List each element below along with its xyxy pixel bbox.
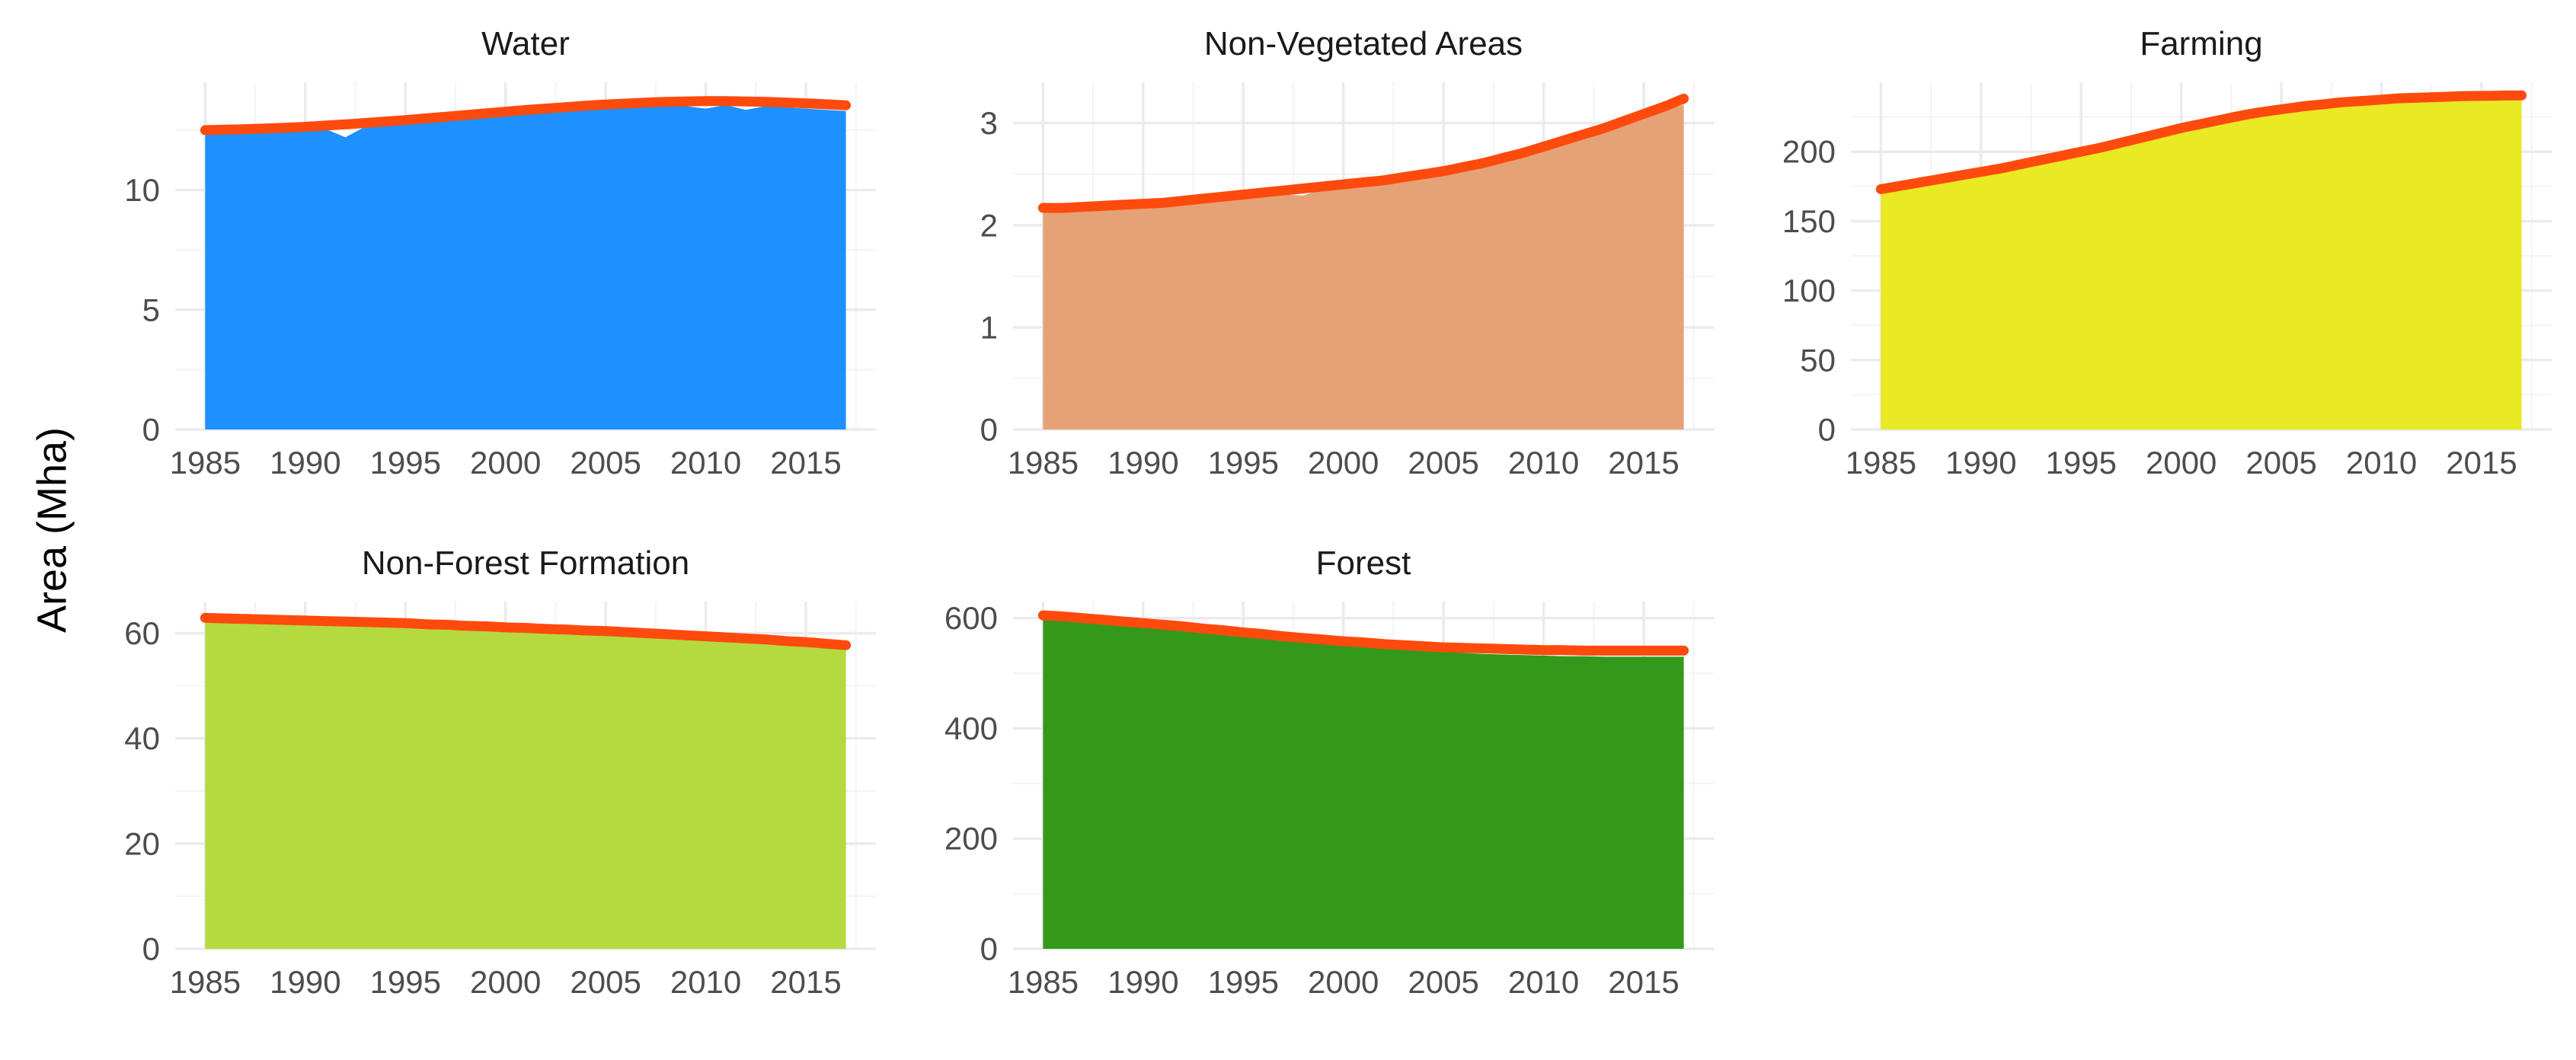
- area-series: [1043, 619, 1684, 949]
- y-tick-label: 5: [142, 292, 160, 327]
- y-tick-label: 40: [124, 720, 160, 756]
- area-series: [205, 104, 846, 429]
- trend-line: [1037, 94, 1689, 213]
- x-tick-label: 2000: [470, 445, 541, 481]
- x-tick-label: 2000: [2146, 445, 2216, 481]
- x-tick-label: 1990: [1107, 964, 1178, 1000]
- y-tick-label: 0: [142, 931, 160, 967]
- x-tick-label: 2015: [1608, 964, 1679, 1000]
- x-tick-label: 2005: [1408, 964, 1478, 1000]
- x-tick-label: 1990: [270, 964, 340, 1000]
- panel-title: Farming: [2140, 25, 2262, 62]
- y-tick-label: 0: [142, 412, 160, 448]
- y-tick-label: 200: [944, 821, 998, 857]
- panel-title: Forest: [1316, 544, 1411, 582]
- x-tick-label: 2015: [2446, 445, 2517, 481]
- x-tick-label: 1995: [370, 445, 441, 481]
- x-tick-label: 2005: [1408, 445, 1478, 481]
- panel-2: Non-Vegetated Areas 0 1 2 3 1985 1990 1995 2000 2…: [980, 25, 1714, 481]
- y-tick-label: 60: [124, 615, 160, 651]
- panel-1: Water 0 5 10 1985 1990 1995 2000 2005 2010 2015: [124, 25, 876, 481]
- x-tick-label: 1990: [1945, 445, 2016, 481]
- area-series: [1043, 104, 1684, 429]
- x-tick-label: 2000: [1308, 445, 1379, 481]
- x-tick-label: 2000: [1308, 964, 1379, 1000]
- x-tick-label: 2010: [1508, 964, 1579, 1000]
- y-tick-label: 10: [124, 172, 160, 208]
- y-tick-label: 400: [944, 710, 998, 746]
- y-tick-label: 0: [980, 412, 998, 448]
- x-tick-label: 2010: [670, 445, 741, 481]
- panel-5: Forest 0 200 400 600 1985 1990 1995 2000 2005 2010…: [944, 544, 1714, 1000]
- y-tick-label: 100: [1782, 273, 1836, 308]
- x-tick-label: 2000: [470, 964, 541, 1000]
- y-tick-label: 200: [1782, 134, 1836, 170]
- x-tick-label: 1990: [1107, 445, 1178, 481]
- trend-line: [200, 612, 852, 650]
- x-tick-label: 1990: [270, 445, 340, 481]
- x-tick-label: 2015: [770, 445, 841, 481]
- panel-title: Non-Forest Formation: [362, 544, 689, 582]
- y-axis-title: Area (Mha): [29, 427, 75, 633]
- panel-title: Non-Vegetated Areas: [1204, 25, 1523, 62]
- panel-3: Farming 0 50 100 150 200 1985 1990 1995 2000 2005 2…: [1782, 25, 2552, 481]
- x-tick-label: 2010: [670, 964, 741, 1000]
- panel-4: Non-Forest Formation 0 20 40 60 1985 1990 1995 2…: [124, 544, 876, 1000]
- x-tick-label: 1985: [1846, 445, 1916, 481]
- x-tick-label: 1985: [170, 964, 241, 1000]
- trend-line: [200, 96, 852, 136]
- y-tick-label: 0: [980, 931, 998, 967]
- y-tick-label: 150: [1782, 203, 1836, 239]
- x-tick-label: 2010: [1508, 445, 1579, 481]
- y-tick-label: 20: [124, 825, 160, 861]
- x-tick-label: 1995: [1208, 964, 1279, 1000]
- x-tick-label: 1985: [1008, 445, 1079, 481]
- y-tick-label: 2: [980, 207, 998, 243]
- trend-line: [1875, 90, 2527, 194]
- trend-line: [1037, 610, 1689, 656]
- y-tick-label: 50: [1800, 342, 1836, 378]
- x-tick-label: 2015: [1608, 445, 1679, 481]
- y-tick-label: 1: [980, 309, 998, 345]
- x-tick-label: 1995: [1208, 445, 1279, 481]
- x-tick-label: 2005: [570, 964, 641, 1000]
- area-series: [205, 620, 846, 949]
- x-tick-label: 2015: [770, 964, 841, 1000]
- y-tick-label: 600: [944, 600, 998, 636]
- x-tick-label: 2005: [570, 445, 641, 481]
- area-series: [1881, 97, 2522, 429]
- panel-title: Water: [481, 25, 570, 62]
- x-tick-label: 1995: [2046, 445, 2117, 481]
- y-tick-label: 3: [980, 105, 998, 141]
- x-tick-label: 1995: [370, 964, 441, 1000]
- y-tick-label: 0: [1818, 412, 1836, 448]
- x-tick-label: 2010: [2346, 445, 2417, 481]
- x-tick-label: 1985: [170, 445, 241, 481]
- x-tick-label: 1985: [1008, 964, 1079, 1000]
- x-tick-label: 2005: [2245, 445, 2316, 481]
